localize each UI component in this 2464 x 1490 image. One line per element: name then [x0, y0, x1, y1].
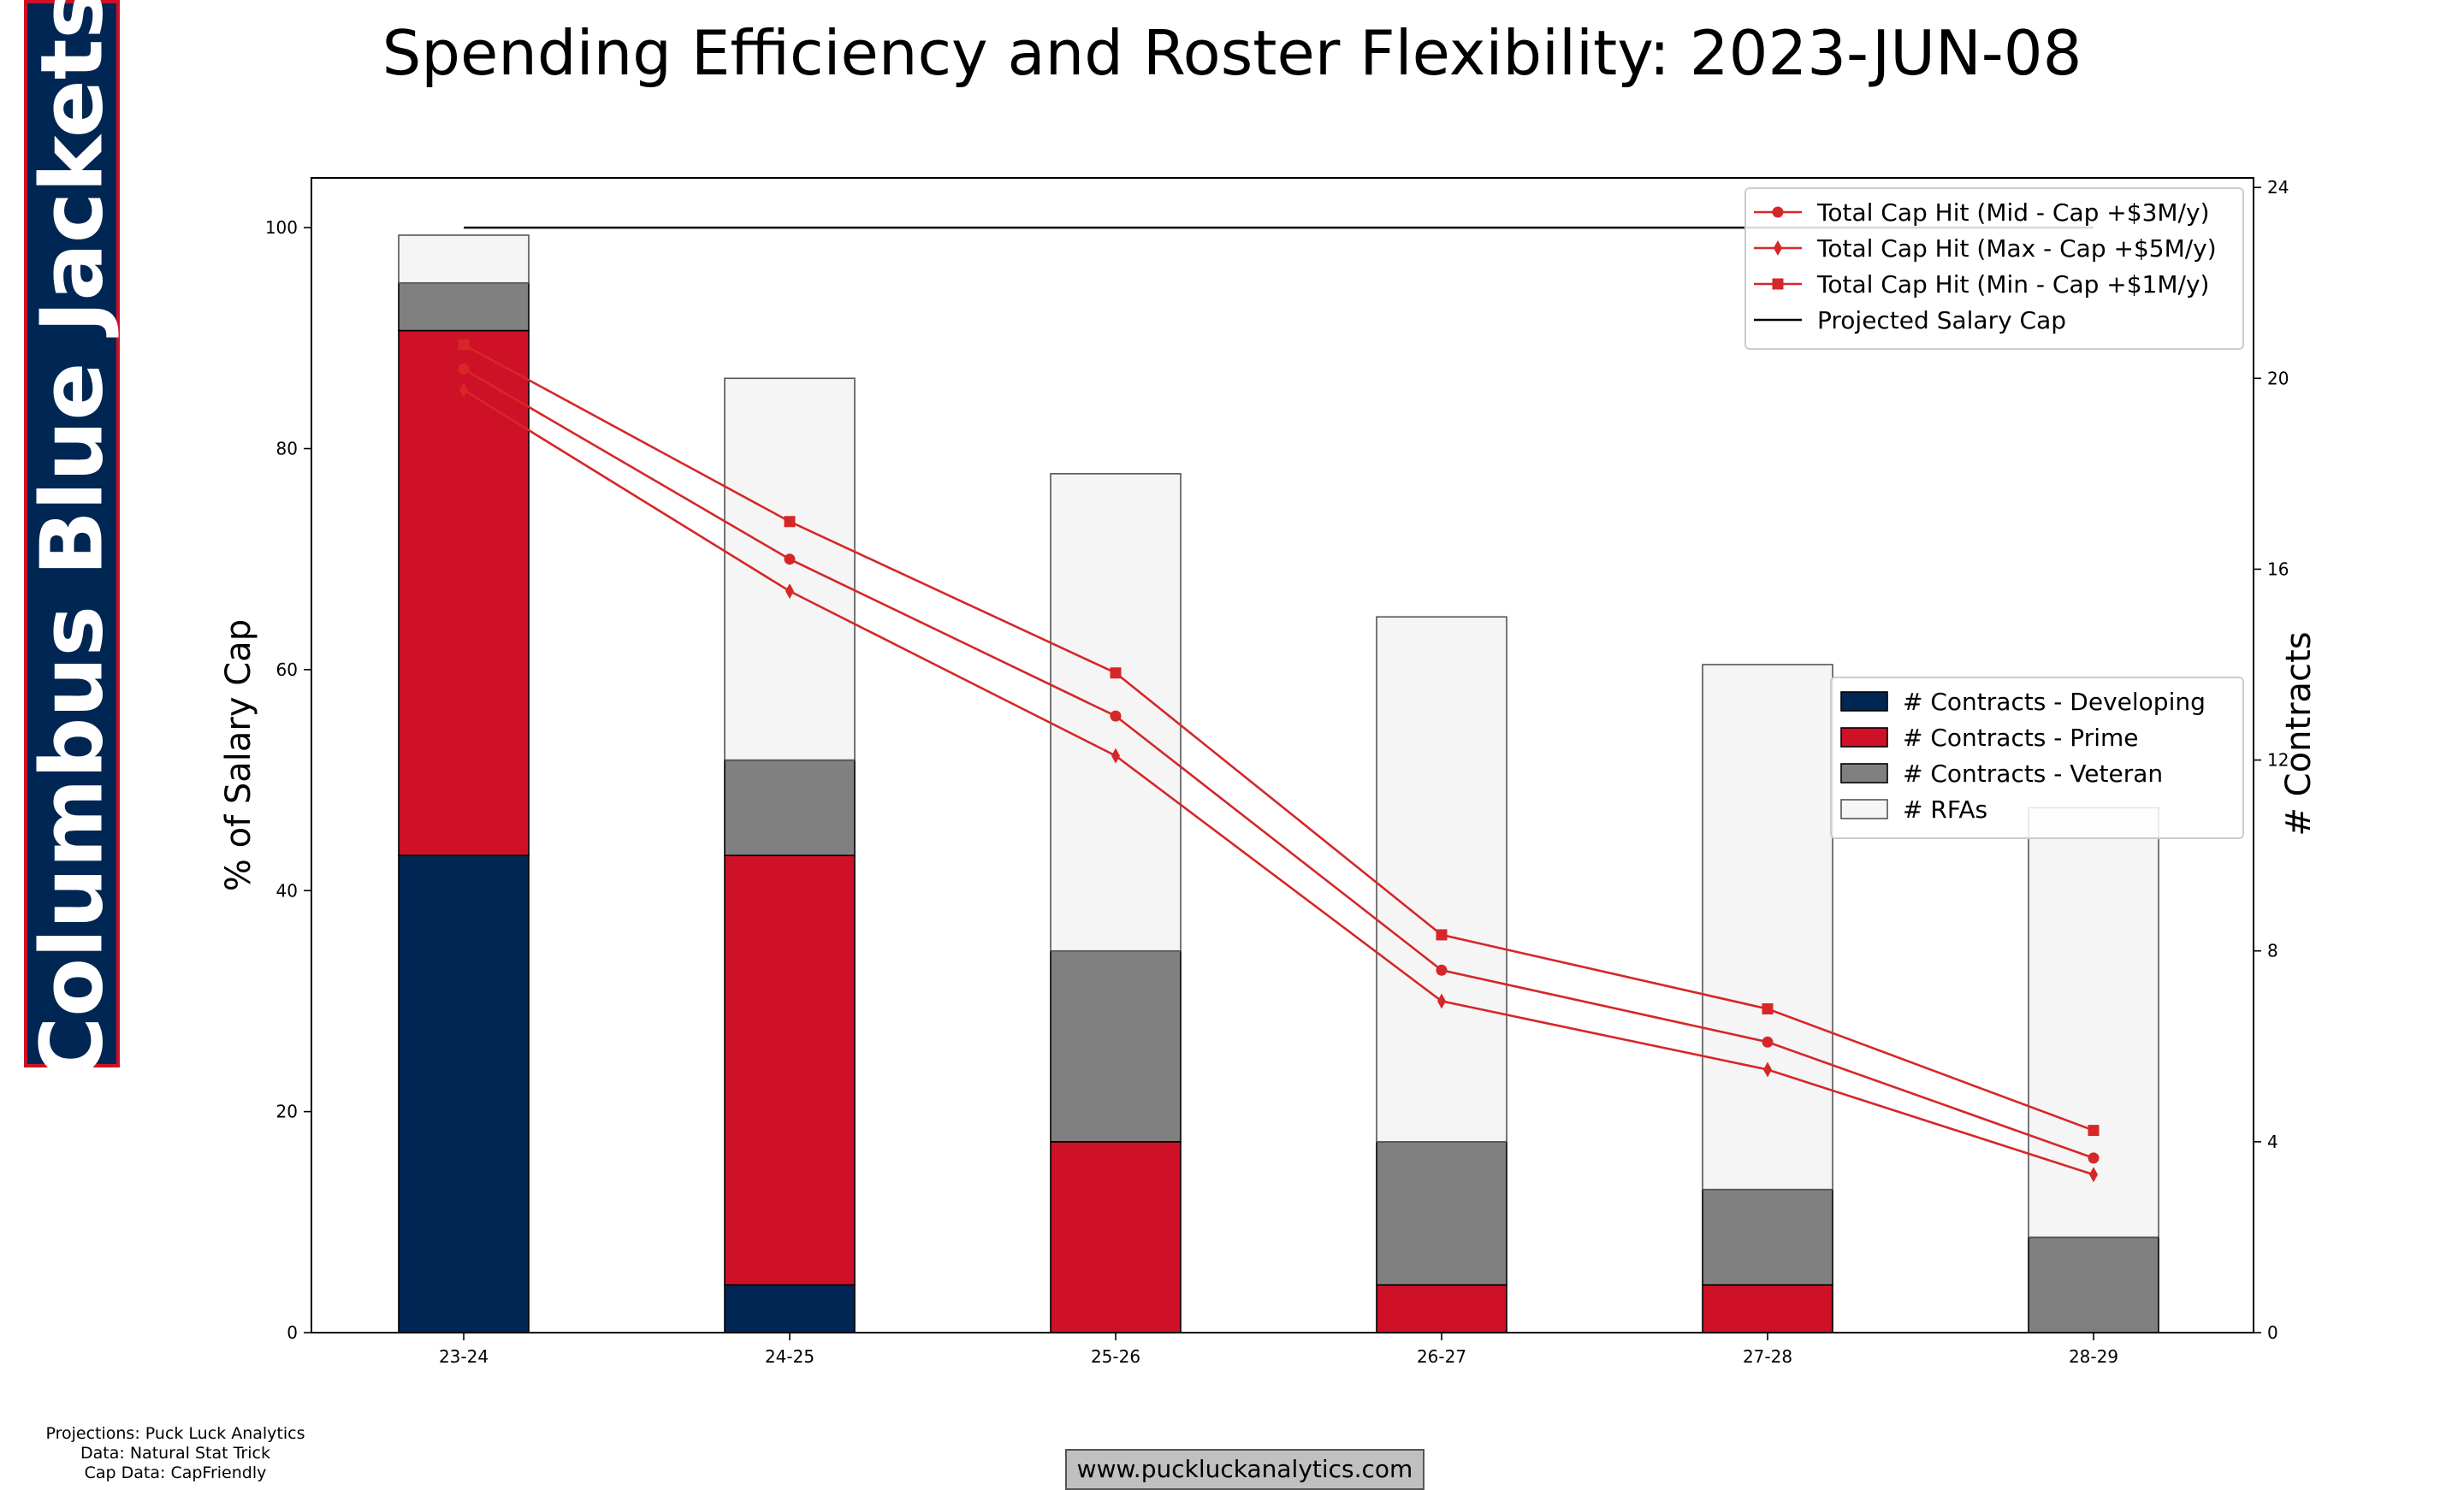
- cap-hit-point-circle-28-29: [2088, 1152, 2100, 1164]
- bar--contracts-developing-23-24: [398, 854, 530, 1333]
- x-tick-label-25-26: 25-26: [1091, 1346, 1140, 1367]
- y-tick-label-40: 40: [276, 880, 298, 901]
- plot-frame: [311, 177, 2254, 1333]
- cap-hit-point-circle-23-24: [458, 363, 470, 375]
- y-tick-label-80: 80: [276, 439, 298, 459]
- legend-bars: # Contracts - Developing # Contracts - Pr…: [1830, 677, 2244, 839]
- y2-tick-label-16: 16: [2267, 559, 2289, 579]
- bar--rfas-26-27: [1376, 616, 1507, 1143]
- y2-axis-label: # Contracts: [2279, 631, 2319, 836]
- cap-hit-point-square-24-25: [784, 516, 796, 528]
- y2-tick-label-20: 20: [2267, 368, 2289, 388]
- x-tick-label-28-29: 28-29: [2069, 1346, 2118, 1367]
- lines-layer: [458, 339, 2100, 1183]
- legend-bar-swatch-0: [1840, 691, 1888, 712]
- legend-lines-box: [1744, 187, 2244, 350]
- legend-bar-label-1: # Contracts - Prime: [1903, 724, 2139, 752]
- legend-bars-box: [1830, 677, 2244, 839]
- legend-label-cap: Projected Salary Cap: [1817, 306, 2066, 334]
- cap-hit-point-square-28-29: [2088, 1125, 2100, 1137]
- legend-bar-label-2: # Contracts - Veteran: [1903, 760, 2163, 788]
- y-tick-label-20: 20: [276, 1102, 298, 1122]
- credit-projections: Projections: Puck Luck Analytics: [45, 1424, 305, 1443]
- cap-hit-point-square-23-24: [458, 339, 470, 351]
- cap-hit-point-diamond-28-29: [2089, 1167, 2098, 1183]
- bar--contracts-prime-26-27: [1376, 1284, 1507, 1333]
- y-tick-label-100: 100: [265, 217, 298, 238]
- y2-tick-label-4: 4: [2267, 1132, 2278, 1152]
- legend-marker-diamond: [1774, 240, 1782, 256]
- chart-title: Spending Efficiency and Roster Flexibili…: [382, 17, 2082, 89]
- cap-hit-point-circle-27-28: [1762, 1036, 1774, 1048]
- y-tick-label-0: 0: [287, 1322, 298, 1343]
- x-tick-label-27-28: 27-28: [1743, 1346, 1792, 1367]
- axes-layer: 0 20 40 60 80 100 0 4 8 12 16 20 24 23-24 24-25 25-26 26…: [219, 177, 2319, 1367]
- bar--contracts-veteran-27-28: [1702, 1188, 1833, 1286]
- legend-bar-swatch-2: [1840, 763, 1888, 783]
- credit-cap-data: Cap Data: CapFriendly: [84, 1463, 267, 1482]
- credit-data: Data: Natural Stat Trick: [80, 1444, 270, 1463]
- bar--contracts-prime-27-28: [1702, 1284, 1833, 1333]
- legend-bar-swatch-1: [1840, 727, 1888, 748]
- cap-hit-point-circle-25-26: [1110, 710, 1122, 722]
- y2-tick-label-24: 24: [2267, 177, 2289, 198]
- legend-lines: Total Cap Hit (Mid - Cap +$3M/y) Total Ca…: [1744, 187, 2244, 350]
- website-link[interactable]: www.puckluckanalytics.com: [1065, 1449, 1424, 1490]
- bar--rfas-23-24: [398, 234, 530, 284]
- cap-hit-point-diamond-23-24: [459, 382, 468, 399]
- bar--contracts-veteran-28-29: [2028, 1236, 2159, 1333]
- bar--rfas-24-25: [724, 377, 856, 761]
- cap-hit-point-circle-26-27: [1436, 964, 1448, 976]
- cap-hit-point-circle-24-25: [784, 553, 796, 565]
- cap-hit-point-square-27-28: [1762, 1002, 1774, 1014]
- legend-bar-label-3: # RFAs: [1903, 795, 1987, 824]
- cap-hit-point-diamond-26-27: [1437, 993, 1446, 1009]
- legend-label-square: Total Cap Hit (Min - Cap +$1M/y): [1816, 270, 2209, 299]
- legend-bar-swatch-3: [1840, 799, 1888, 819]
- cap-hit-point-diamond-27-28: [1763, 1061, 1772, 1078]
- legend-label-circle: Total Cap Hit (Mid - Cap +$3M/y): [1816, 198, 2210, 227]
- bar--rfas-27-28: [1702, 664, 1833, 1191]
- x-tick-label-23-24: 23-24: [439, 1346, 489, 1367]
- cap-hit-line-square: [463, 343, 2094, 1132]
- cap-hit-point-square-25-26: [1110, 667, 1122, 679]
- credits: Projections: Puck Luck Analytics Data: N…: [26, 1424, 325, 1483]
- bar--contracts-veteran-25-26: [1050, 949, 1182, 1143]
- bar--rfas-28-29: [2028, 807, 2159, 1239]
- bar--contracts-veteran-26-27: [1376, 1141, 1507, 1286]
- cap-hit-point-square-26-27: [1436, 929, 1448, 941]
- y2-tick-label-0: 0: [2267, 1322, 2278, 1343]
- legend-marker-circle: [1772, 206, 1784, 218]
- legend-label-diamond: Total Cap Hit (Max - Cap +$5M/y): [1816, 234, 2217, 263]
- cap-hit-point-diamond-25-26: [1111, 748, 1120, 764]
- cap-hit-line-diamond: [463, 388, 2094, 1176]
- bar--contracts-prime-23-24: [398, 329, 530, 856]
- cap-hit-point-diamond-24-25: [785, 583, 794, 600]
- legend-marker-square: [1772, 278, 1784, 290]
- y-axis-label: % of Salary Cap: [219, 619, 258, 891]
- bar--contracts-developing-24-25: [724, 1284, 856, 1333]
- bar--contracts-veteran-23-24: [398, 281, 530, 332]
- team-name-banner: Columbus Blue Jackets: [22, 0, 122, 1079]
- x-tick-label-24-25: 24-25: [765, 1346, 814, 1367]
- bar--contracts-prime-25-26: [1050, 1141, 1182, 1333]
- y2-tick-label-8: 8: [2267, 941, 2278, 961]
- y2-tick-label-12: 12: [2267, 750, 2289, 771]
- x-tick-label-26-27: 26-27: [1417, 1346, 1466, 1367]
- y-tick-label-60: 60: [276, 659, 298, 680]
- cap-hit-line-circle: [463, 368, 2094, 1160]
- bar--contracts-veteran-24-25: [724, 759, 856, 856]
- legend-bar-label-0: # Contracts - Developing: [1903, 688, 2206, 716]
- bar--contracts-prime-24-25: [724, 854, 856, 1286]
